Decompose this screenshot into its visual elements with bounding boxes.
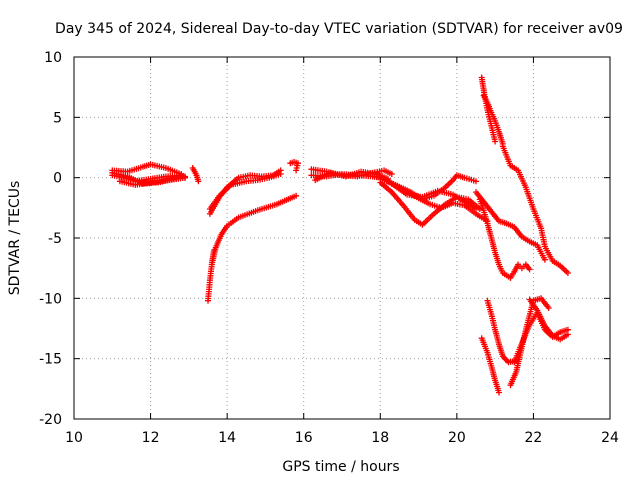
series-seg-h3 (499, 143, 571, 276)
data-point (293, 192, 300, 199)
series-seg-h2 (480, 92, 506, 147)
data-point (496, 389, 502, 396)
series-seg-g2 (507, 261, 533, 281)
data-point (545, 305, 552, 311)
series-seg-e3 (312, 168, 391, 184)
series-seg-c3 (205, 192, 300, 304)
data-point (195, 178, 202, 185)
series-seg-i1 (478, 335, 502, 396)
series-seg-b (189, 165, 202, 185)
data-point (526, 266, 533, 273)
grid-lines (74, 57, 610, 419)
y-tick-label: 5 (53, 110, 62, 126)
series-seg-g3 (473, 189, 548, 263)
data-point (564, 331, 571, 338)
data-point (564, 270, 571, 276)
series-seg-g1 (476, 196, 514, 281)
y-tick-label: -10 (39, 291, 62, 307)
y-tick-label: -20 (39, 412, 62, 428)
series-seg-f2 (377, 179, 483, 228)
x-tick-label: 22 (525, 430, 543, 446)
data-point (541, 256, 548, 263)
y-tick-label: -15 (39, 352, 62, 368)
y-tick-label: -5 (48, 231, 62, 247)
plot-frame (73, 56, 611, 420)
data-point (473, 178, 479, 185)
x-tick-label: 18 (371, 430, 389, 446)
x-tick-label: 20 (448, 430, 466, 446)
series-seg-i5 (526, 296, 571, 343)
data-point (293, 167, 300, 174)
axis-ticks: 10 12 14 16 18 20 22 24 -20 -15 -10 -5 0 5 10 (39, 50, 619, 446)
series-seg-c4 (208, 247, 218, 268)
chart-title: Day 345 of 2024, Sidereal Day-to-day VTE… (55, 21, 623, 37)
x-tick-label: 24 (601, 430, 619, 446)
x-axis-label: GPS time / hours (282, 459, 399, 475)
data-point (473, 206, 479, 212)
y-axis-label: SDTVAR / TECUs (7, 181, 23, 296)
series-seg-f4 (388, 180, 479, 212)
x-tick-label: 16 (295, 430, 313, 446)
x-tick-label: 14 (218, 430, 236, 446)
data-point (388, 171, 395, 177)
series-seg-d (287, 159, 301, 174)
data-markers (109, 74, 571, 396)
data-point (277, 171, 284, 177)
series-seg-i3 (507, 295, 552, 389)
series-seg-c2 (206, 171, 284, 212)
data-point (182, 174, 188, 181)
x-tick-label: 10 (65, 430, 83, 446)
data-point (211, 247, 218, 254)
series-seg-a4 (116, 174, 188, 188)
data-point (492, 138, 499, 145)
y-tick-label: 0 (53, 171, 62, 187)
y-tick-label: 10 (44, 50, 62, 66)
x-tick-label: 12 (142, 430, 160, 446)
